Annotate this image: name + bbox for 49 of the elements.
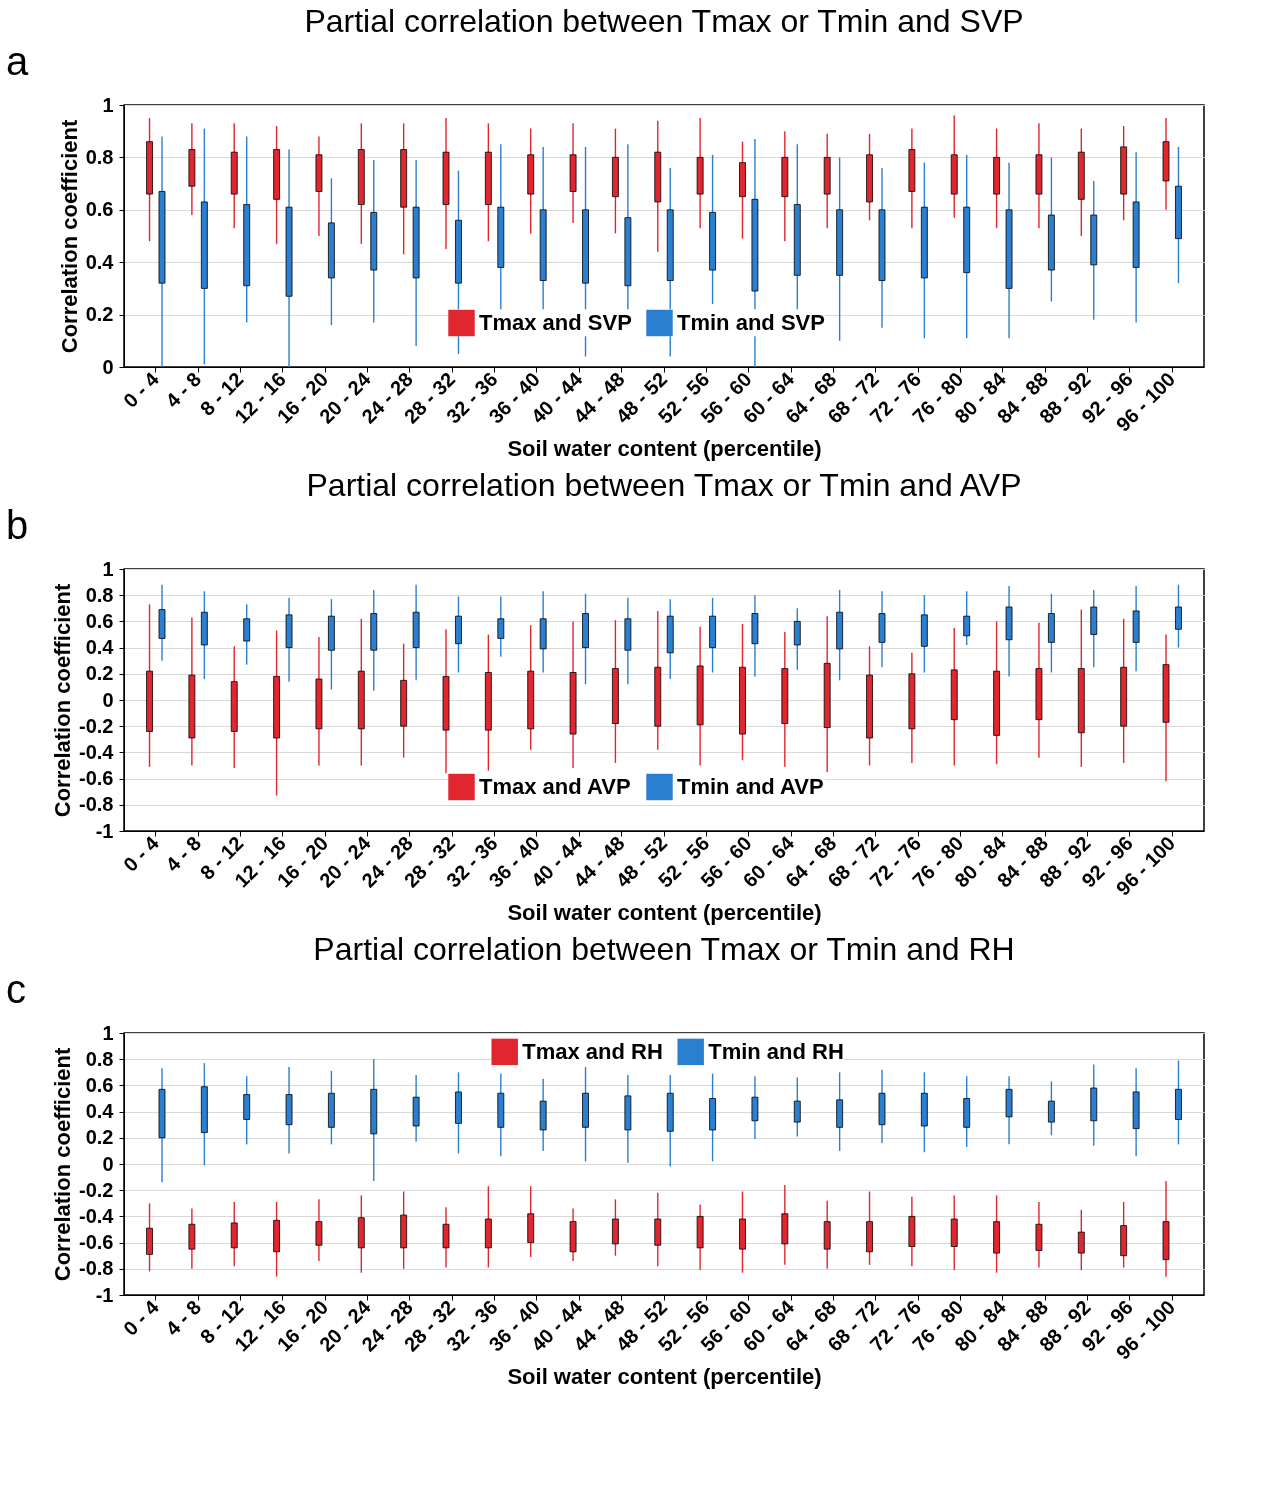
y-tick-label: 0 [102, 355, 114, 378]
text: b [6, 503, 29, 547]
y-tick-label: 0.6 [85, 198, 114, 221]
legend-label: Tmin and RH [708, 1038, 844, 1064]
y-tick-label: 0.4 [85, 1100, 115, 1123]
y-tick-label: 0 [102, 688, 114, 711]
legend-label: Tmin and AVP [677, 774, 824, 799]
y-tick-label: 0.8 [85, 583, 114, 606]
y-tick-label: 0.2 [85, 303, 114, 326]
y-tick-label: 0.8 [85, 1047, 114, 1070]
x-axis-title: Soil water content (percentile) [507, 436, 822, 462]
y-tick-label: -0.4 [79, 740, 115, 763]
y-axis-title: Correlation coefficient [50, 1047, 76, 1282]
legend-label: Tmin and SVP [677, 310, 825, 335]
legend-label: Tmax and AVP [479, 774, 631, 799]
y-tick-label: -0.8 [79, 793, 114, 816]
y-tick-label: 1 [102, 1021, 114, 1044]
y-tick-label: -0.8 [79, 1257, 114, 1280]
y-tick-label: 0.8 [85, 145, 114, 168]
y-tick-label: -1 [95, 1283, 114, 1306]
y-tick-label: 0.6 [85, 1073, 114, 1096]
y-tick-label: 0.6 [85, 609, 114, 632]
x-tick-label: 0 - 4 [118, 1295, 164, 1340]
x-axis-title: Soil water content (percentile) [507, 1364, 822, 1390]
text: c [6, 967, 26, 1011]
y-tick-label: 0.4 [85, 250, 115, 273]
chart-title: Partial correlation between Tmax or Tmin and AVP [306, 467, 1022, 503]
y-tick-label: 0 [102, 1152, 114, 1175]
y-axis-title: Correlation coefficient [56, 119, 82, 354]
legend-label: Tmax and SVP [479, 310, 632, 335]
y-tick-label: 0.2 [85, 1126, 114, 1149]
x-axis-title: Soil water content (percentile) [507, 900, 822, 926]
y-tick-label: 1 [102, 557, 114, 580]
y-tick-label: 0.2 [85, 662, 114, 685]
chart-title: Partial correlation between Tmax or Tmin and SVP [304, 3, 1024, 39]
x-tick-label: 0 - 4 [118, 367, 164, 412]
y-tick-label: -0.6 [79, 767, 114, 790]
legend-label: Tmax and RH [522, 1038, 663, 1064]
chart-title: Partial correlation between Tmax or Tmin and RH [313, 931, 1015, 967]
y-tick-label: -0.4 [79, 1204, 115, 1227]
y-axis-title: Correlation coefficient [50, 583, 76, 818]
y-tick-label: -0.2 [79, 714, 114, 737]
text: a [6, 39, 29, 83]
y-tick-label: 0.4 [85, 636, 115, 659]
y-tick-label: -0.2 [79, 1178, 114, 1201]
y-tick-label: -1 [95, 819, 114, 842]
x-tick-label: 0 - 4 [118, 831, 164, 876]
y-tick-label: -0.6 [79, 1231, 114, 1254]
y-tick-label: 1 [102, 93, 114, 116]
